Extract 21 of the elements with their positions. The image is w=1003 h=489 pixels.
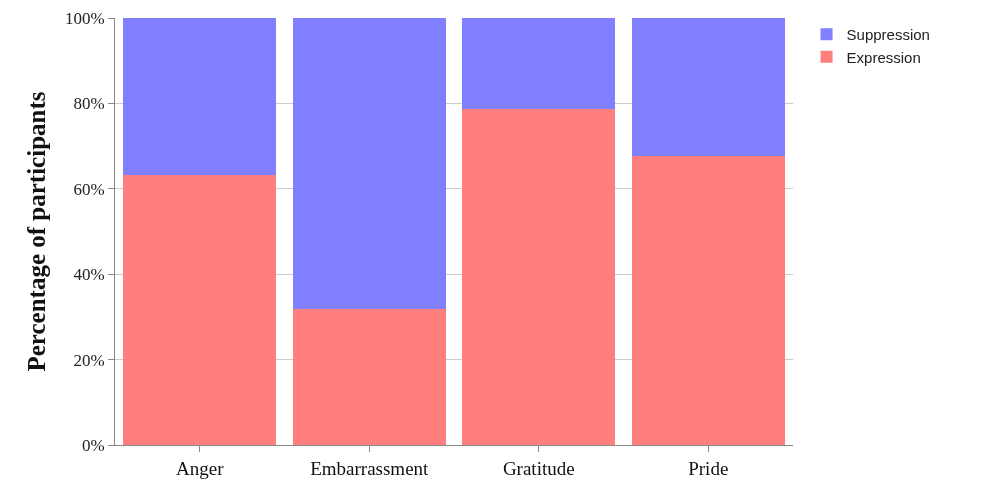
y-tick-label: 80% [73, 94, 105, 114]
y-tick-label: 40% [73, 265, 105, 285]
y-tick-label: 60% [73, 179, 105, 199]
y-axis-title: Percentage of participants [22, 91, 50, 372]
x-tick-label: Embarrassment [310, 457, 430, 479]
y-tick-label: 100% [64, 8, 105, 28]
x-tick-label: Anger [176, 457, 225, 479]
bar [631, 18, 785, 157]
bar [631, 156, 785, 445]
x-tick-label: Gratitude [502, 457, 575, 479]
bar [292, 18, 446, 310]
bar [292, 309, 446, 445]
bar [123, 18, 277, 175]
x-tick-label: Pride [688, 457, 729, 479]
bar [462, 108, 616, 445]
legend-label: Suppression [846, 26, 930, 44]
y-tick-label: 0% [81, 435, 105, 455]
bar [462, 18, 616, 109]
legend-label: Expression [846, 48, 921, 66]
bar [123, 174, 277, 445]
y-tick-label: 20% [73, 350, 105, 370]
